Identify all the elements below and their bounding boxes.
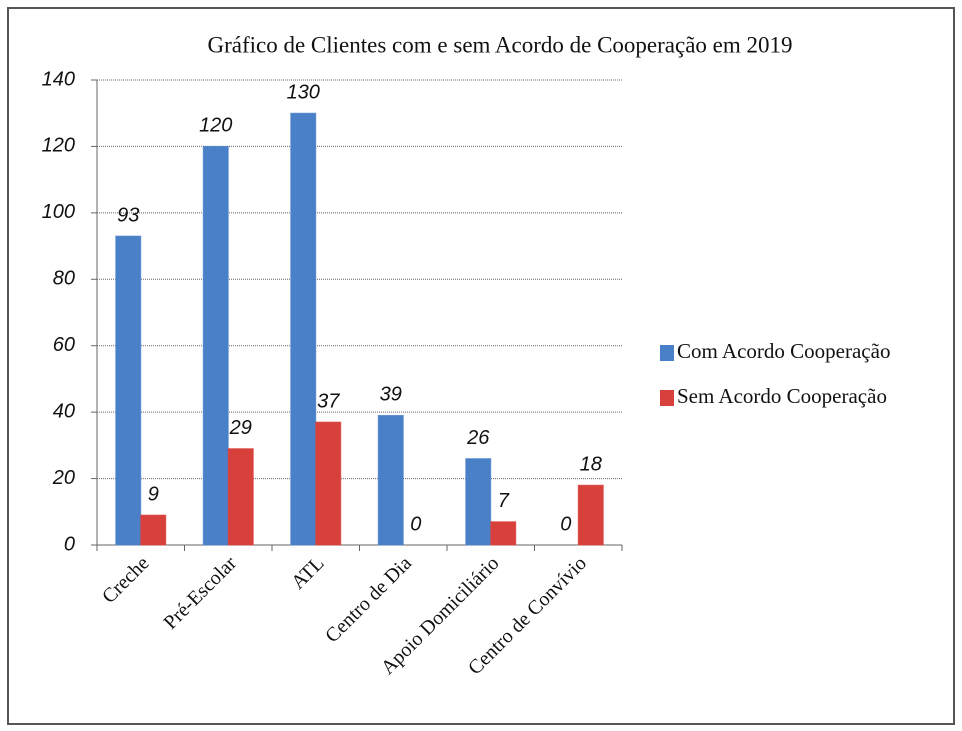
legend-swatch — [660, 345, 674, 361]
data-label: 0 — [560, 513, 571, 535]
data-label: 18 — [580, 453, 602, 475]
data-label: 7 — [498, 490, 510, 512]
legend-label: Sem Acordo Cooperação — [677, 384, 887, 408]
data-label: 130 — [287, 81, 320, 103]
data-label: 26 — [466, 427, 490, 449]
bar — [377, 414, 404, 546]
y-tick-label: 40 — [53, 400, 75, 422]
y-tick-label: 20 — [52, 467, 75, 489]
bar — [577, 484, 604, 546]
data-label: 9 — [148, 483, 159, 505]
y-tick-label: 100 — [42, 201, 75, 223]
y-tick-label: 60 — [53, 334, 75, 356]
data-label: 93 — [117, 204, 139, 226]
bar — [227, 448, 254, 546]
data-label: 29 — [229, 417, 252, 439]
data-label: 37 — [317, 390, 340, 412]
y-tick-label: 120 — [42, 135, 75, 157]
bar — [490, 521, 517, 546]
bar — [115, 235, 142, 546]
bar — [315, 421, 342, 546]
bar — [290, 112, 317, 546]
bar — [202, 145, 229, 546]
legend-label: Com Acordo Cooperação — [677, 339, 890, 363]
legend-swatch — [660, 390, 674, 406]
data-label: 0 — [410, 513, 421, 535]
data-label: 39 — [380, 384, 402, 406]
y-tick-label: 140 — [42, 68, 75, 90]
y-tick-label: 80 — [53, 268, 75, 290]
chart-frame — [7, 7, 955, 725]
y-tick-label: 0 — [64, 533, 75, 555]
bar — [140, 514, 167, 546]
bar — [465, 458, 492, 546]
chart-title: Gráfico de Clientes com e sem Acordo de … — [207, 32, 792, 57]
data-label: 120 — [199, 115, 232, 137]
